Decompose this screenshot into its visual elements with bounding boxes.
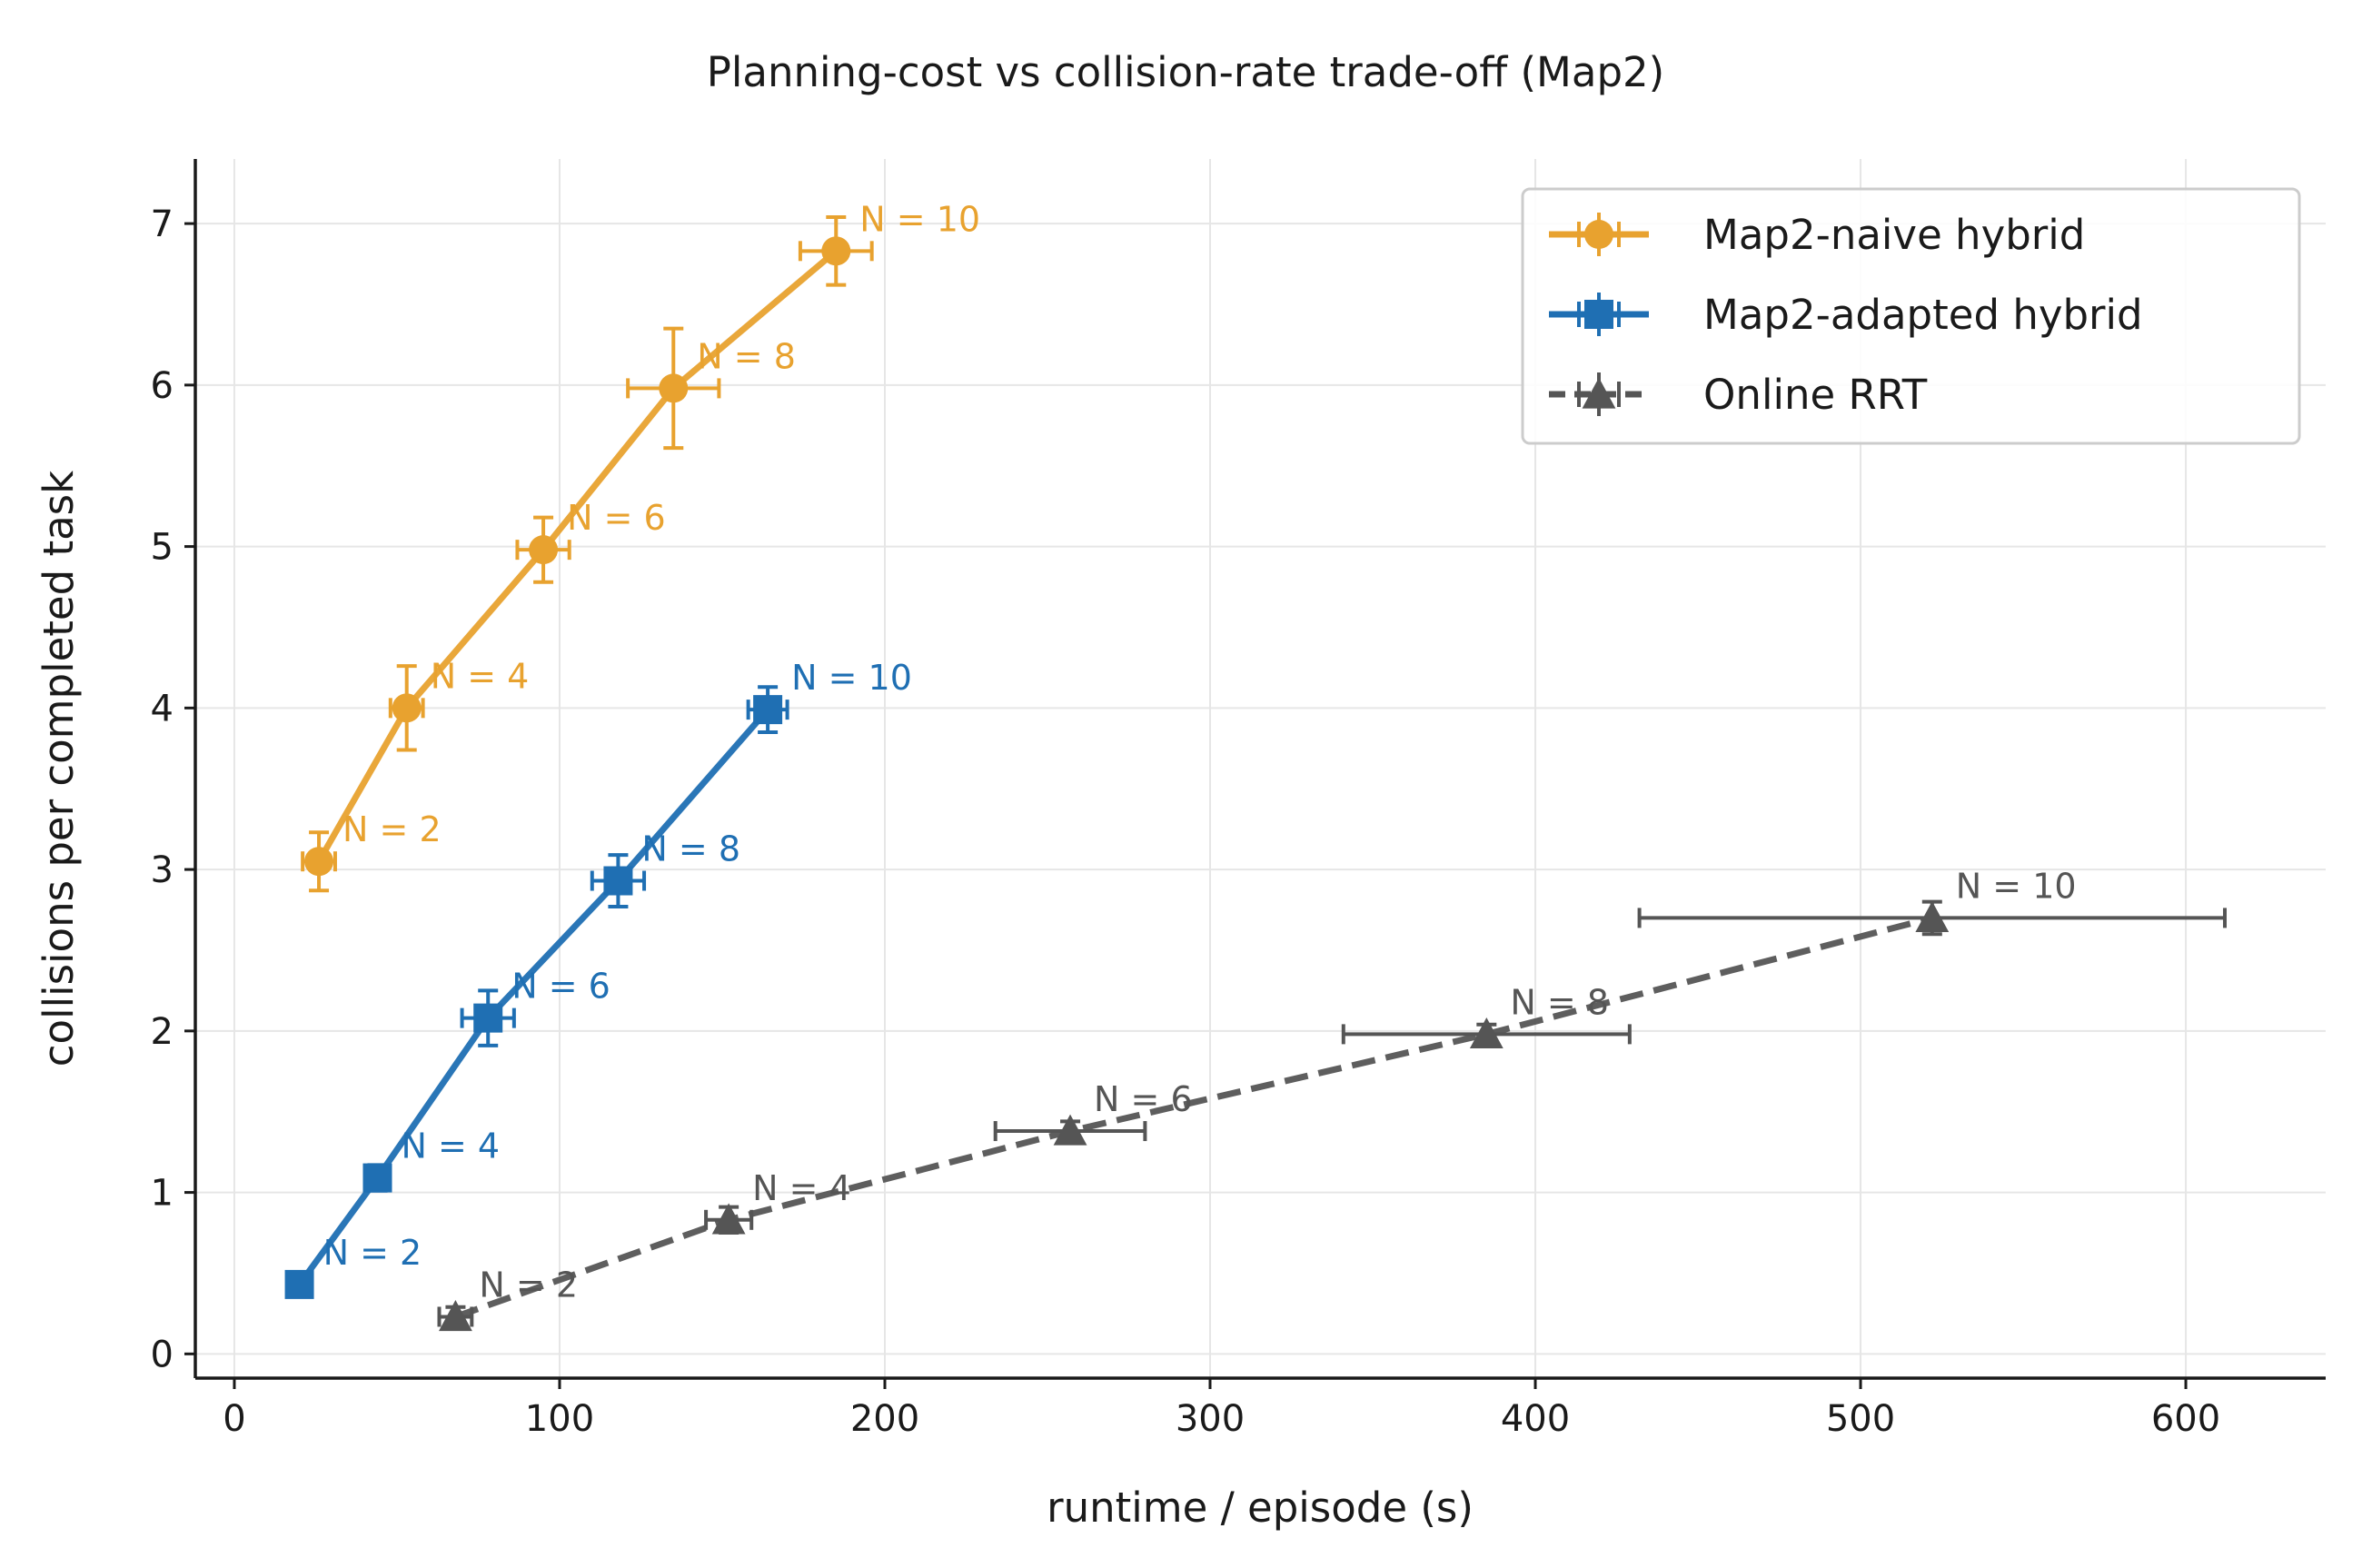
- data-point-online-rrt: [711, 1203, 746, 1235]
- y-tick-label: 1: [151, 1173, 174, 1215]
- ticks: 0 100 200 300 400 500 600 0 1 2 3 4 5 6 7: [151, 203, 2221, 1440]
- point-label-online-rrt: N = 8: [1510, 982, 1609, 1022]
- point-label-online-rrt: N = 6: [1094, 1079, 1193, 1119]
- legend-entry-naive-hybrid: Map2-naive hybrid: [1549, 211, 2085, 259]
- data-point-adapted-hybrid: [473, 1003, 503, 1033]
- y-tick-label: 4: [151, 688, 174, 729]
- legend-box: [1521, 187, 2301, 445]
- x-tick-label: 600: [2151, 1398, 2220, 1440]
- data-point-adapted-hybrid: [362, 1163, 392, 1193]
- series-naive-hybrid: N = 2 N = 4 N = 6 N = 8 N = 10: [301, 199, 980, 893]
- point-label-online-rrt: N = 4: [752, 1168, 851, 1208]
- y-tick-label: 7: [151, 203, 174, 245]
- series-online-rrt: N = 2 N = 4 N = 6 N = 8 N = 10: [437, 866, 2228, 1332]
- point-label-adapted-hybrid: N = 4: [401, 1126, 500, 1166]
- point-label-online-rrt: N = 10: [1956, 866, 2077, 906]
- x-tick-label: 400: [1501, 1398, 1570, 1440]
- series-adapted-hybrid: N = 2 N = 4 N = 6 N = 8 N = 10: [284, 658, 912, 1299]
- point-label-adapted-hybrid: N = 10: [791, 658, 912, 698]
- data-point-naive-hybrid: [529, 535, 559, 565]
- point-label-naive-hybrid: N = 6: [567, 498, 666, 538]
- data-point-online-rrt: [439, 1300, 472, 1332]
- point-label-naive-hybrid: N = 8: [697, 336, 796, 376]
- legend-entry-adapted-hybrid: Map2-adapted hybrid: [1549, 291, 2143, 339]
- y-tick-label: 5: [151, 527, 174, 569]
- data-point-naive-hybrid: [821, 236, 851, 266]
- data-point-naive-hybrid: [659, 373, 689, 403]
- legend: Map2-naive hybrid Map2-adapted hybrid Onli…: [1521, 187, 2301, 445]
- point-label-naive-hybrid: N = 4: [431, 656, 530, 696]
- x-tick-label: 200: [850, 1398, 919, 1440]
- x-tick-label: 500: [1826, 1398, 1895, 1440]
- series-line-online-rrt: [454, 915, 1933, 1320]
- x-tick-label: 0: [223, 1398, 245, 1440]
- point-label-adapted-hybrid: N = 8: [641, 829, 740, 869]
- data-point-adapted-hybrid: [284, 1269, 314, 1299]
- axes: [194, 159, 2326, 1380]
- x-axis-label: runtime / episode (s): [1047, 1484, 1474, 1532]
- data-point-adapted-hybrid: [603, 866, 633, 896]
- data-point-online-rrt: [1469, 1017, 1504, 1049]
- legend-label-naive-hybrid: Map2-naive hybrid: [1703, 211, 2085, 259]
- point-label-naive-hybrid: N = 2: [342, 809, 442, 849]
- legend-marker-adapted-hybrid: [1584, 300, 1613, 329]
- point-label-naive-hybrid: N = 10: [859, 199, 980, 239]
- data-point-adapted-hybrid: [753, 695, 783, 725]
- legend-label-online-rrt: Online RRT: [1703, 371, 1928, 419]
- y-tick-label: 0: [151, 1334, 174, 1375]
- x-tick-label: 300: [1176, 1398, 1245, 1440]
- point-label-online-rrt: N = 2: [479, 1265, 578, 1305]
- legend-marker-online-rrt: [1582, 377, 1616, 409]
- y-tick-label: 3: [151, 849, 174, 891]
- data-point-naive-hybrid: [392, 693, 422, 723]
- legend-entry-online-rrt: Online RRT: [1549, 371, 1928, 419]
- point-label-adapted-hybrid: N = 2: [323, 1233, 422, 1273]
- point-label-adapted-hybrid: N = 6: [511, 967, 610, 1007]
- data-layer: N = 2N = 4N = 6N = 8N = 10N = 2N = 4N = …: [284, 199, 2228, 1332]
- data-point-naive-hybrid: [304, 847, 334, 877]
- y-tick-label: 6: [151, 365, 174, 407]
- legend-marker-naive-hybrid: [1584, 220, 1613, 249]
- y-tick-label: 2: [151, 1011, 174, 1053]
- x-tick-label: 100: [525, 1398, 594, 1440]
- data-point-online-rrt: [1915, 901, 1950, 933]
- data-point-online-rrt: [1053, 1114, 1087, 1146]
- legend-label-adapted-hybrid: Map2-adapted hybrid: [1703, 291, 2143, 339]
- y-axis-label: collisions per completed task: [35, 471, 83, 1067]
- chart-title: Planning-cost vs collision-rate trade-of…: [707, 48, 1664, 96]
